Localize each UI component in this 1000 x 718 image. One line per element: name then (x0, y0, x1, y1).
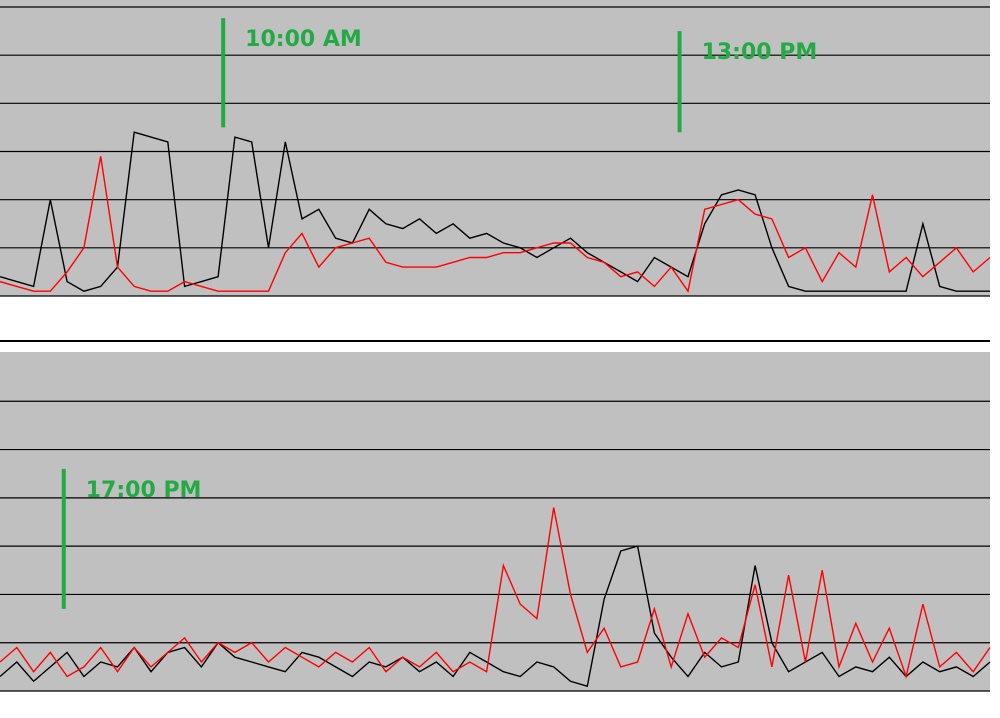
plot-area (0, 0, 990, 296)
series-line (0, 507, 991, 680)
annotation-label: 10:00 AM (245, 27, 362, 52)
plot-area (0, 352, 990, 691)
series-line (0, 156, 991, 293)
series-line (0, 131, 990, 292)
annotation-label: 13:00 PM (702, 40, 818, 65)
annotation-label: 17:00 PM (86, 478, 202, 503)
